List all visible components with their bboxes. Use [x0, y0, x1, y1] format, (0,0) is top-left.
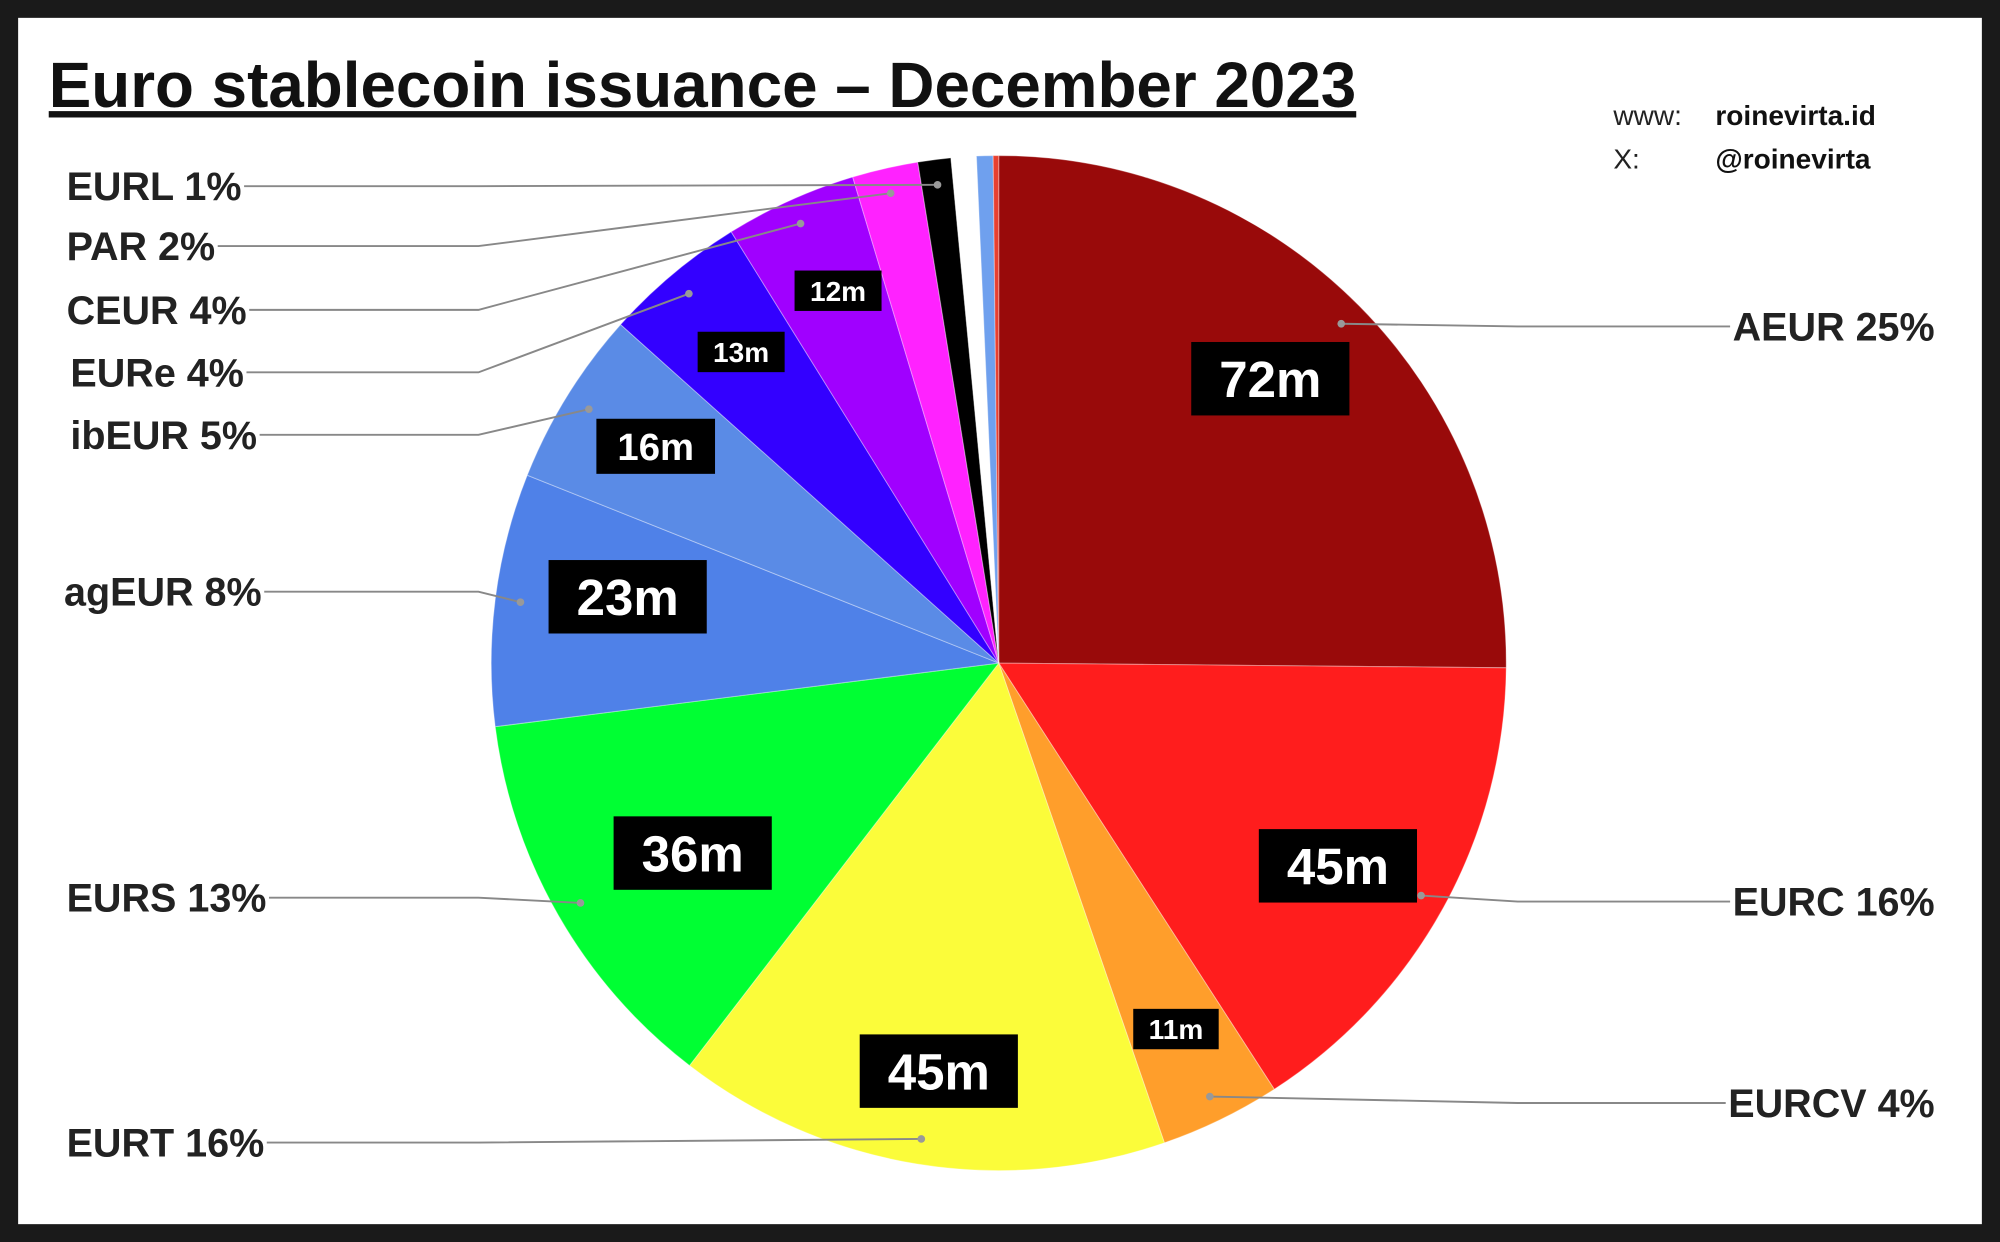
value-label-box — [1191, 341, 1350, 416]
pie-slice — [526, 323, 1000, 664]
value-label-text: 13m — [713, 337, 769, 368]
pie-slice — [950, 155, 1000, 664]
leader-line — [264, 590, 521, 604]
leader-line — [249, 222, 801, 311]
value-label-box — [548, 560, 707, 634]
pie-slice — [490, 474, 999, 728]
value-label: 45m — [859, 1034, 1018, 1108]
leader-line — [246, 292, 690, 374]
slice-label: AEUR 25% — [1733, 305, 1935, 349]
pie-slice — [975, 155, 1000, 664]
value-label-box — [596, 418, 716, 474]
slice-label: EURS 13% — [67, 877, 267, 921]
leader-line — [266, 1138, 922, 1144]
leader-dot — [576, 899, 585, 907]
value-label: 36m — [613, 816, 772, 890]
value-label-text: 45m — [888, 1043, 990, 1100]
leader-dot — [933, 181, 942, 189]
credit-value: roinevirta.id — [1715, 100, 1876, 131]
slice-label: PAR 2% — [67, 225, 216, 269]
slice-label: ibEUR 5% — [70, 414, 257, 458]
leader-lines — [217, 181, 1731, 1144]
slice-label: EURCV 4% — [1728, 1082, 1934, 1126]
value-label-box — [794, 270, 882, 311]
leader-dot — [585, 405, 593, 413]
leader-dot — [917, 1135, 926, 1143]
credit-label: www: — [1612, 100, 1682, 131]
slice-label: EURL 1% — [67, 165, 242, 209]
slice-label: EURe 4% — [70, 351, 244, 395]
value-label-box — [1133, 1008, 1219, 1050]
pie-slice — [688, 662, 1166, 1172]
chart-title: Euro stablecoin issuance – December 2023 — [49, 49, 1357, 121]
leader-dot — [685, 289, 693, 298]
value-label-box — [613, 816, 772, 890]
value-label: 23m — [548, 560, 707, 634]
value-label-text: 72m — [1219, 351, 1321, 408]
value-label: 45m — [1258, 829, 1418, 903]
leader-dot — [1205, 1092, 1214, 1101]
leader-line — [1341, 322, 1731, 328]
value-label-box — [697, 331, 785, 373]
pie-slice — [997, 662, 1507, 1090]
value-label-text: 36m — [642, 825, 744, 882]
slice-label: CEUR 4% — [67, 289, 247, 333]
leader-line — [259, 408, 590, 436]
value-label: 16m — [596, 418, 716, 474]
leader-line — [1421, 894, 1731, 903]
credit-value: @roinevirta — [1715, 143, 1871, 174]
leader-dot — [516, 598, 525, 606]
slice-label: EURC 16% — [1733, 881, 1935, 925]
leader-line — [1209, 1095, 1726, 1104]
value-label: 72m — [1191, 341, 1350, 416]
leader-dot — [886, 189, 895, 198]
pie-slice — [992, 155, 1000, 664]
value-label-text: 45m — [1287, 838, 1389, 895]
leader-line — [244, 183, 938, 188]
value-label: 11m — [1133, 1008, 1219, 1050]
leader-line — [268, 896, 581, 904]
credit-label: X: — [1613, 143, 1640, 174]
pie-slice — [852, 161, 1000, 664]
value-label-box — [1258, 829, 1418, 903]
pie-slice — [917, 157, 1000, 664]
leader-dot — [1417, 891, 1425, 900]
value-label-text: 12m — [810, 276, 866, 307]
leader-dot — [796, 219, 805, 228]
value-label: 12m — [794, 270, 882, 311]
value-label-text: 11m — [1149, 1014, 1204, 1045]
leader-dot — [1337, 319, 1346, 328]
value-label-text: 16m — [617, 426, 694, 469]
slice-label: EURT 16% — [67, 1122, 265, 1166]
value-label-box — [859, 1034, 1018, 1108]
leader-line — [217, 192, 891, 248]
value-label: 13m — [697, 331, 785, 373]
slice-label: agEUR 8% — [64, 571, 262, 615]
value-label-text: 23m — [577, 569, 679, 626]
